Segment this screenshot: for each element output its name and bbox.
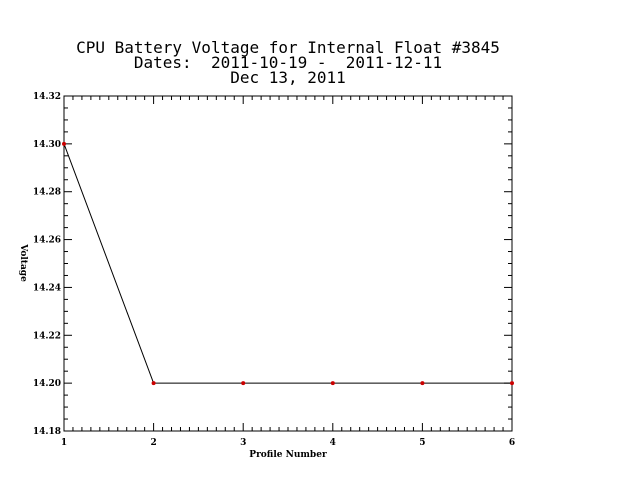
y-axis-ticks: 14.18 14.20 14.22 14.24 14.26 14.28 14.30 14.32 xyxy=(33,92,512,437)
y-tick-label: 14.30 xyxy=(33,140,61,150)
data-point xyxy=(510,381,514,386)
chart-title-line-2: Dates: 2011-10-19 - 2011-12-11 xyxy=(133,53,443,72)
y-tick-label: 14.32 xyxy=(33,92,61,102)
y-axis-label: Voltage xyxy=(18,243,28,282)
y-tick-label: 14.20 xyxy=(33,379,61,389)
series-line xyxy=(63,143,512,384)
y-tick-label: 14.18 xyxy=(33,427,61,437)
y-tick-label: 14.26 xyxy=(33,236,61,246)
x-tick-label: 2 xyxy=(150,438,156,448)
y-tick-label: 14.22 xyxy=(33,331,61,341)
x-tick-label: 4 xyxy=(330,438,336,448)
data-point xyxy=(62,141,66,146)
data-point xyxy=(420,381,425,386)
plot-frame xyxy=(63,95,513,432)
x-axis-label: Profile Number xyxy=(249,450,327,460)
y-tick-label: 14.24 xyxy=(33,283,61,293)
data-point xyxy=(241,381,246,386)
x-tick-label: 1 xyxy=(61,438,67,448)
data-point xyxy=(151,381,156,386)
y-tick-label: 14.28 xyxy=(33,188,61,198)
data-point xyxy=(330,381,335,386)
x-tick-label: 6 xyxy=(509,438,515,448)
x-tick-label: 5 xyxy=(419,438,425,448)
x-axis-ticks: 1 2 3 4 5 6 xyxy=(61,96,515,448)
chart-title-line-3: Dec 13, 2011 xyxy=(230,68,346,87)
chart-title-line-1: CPU Battery Voltage for Internal Float #… xyxy=(76,38,500,57)
series-markers xyxy=(62,141,514,386)
x-tick-label: 3 xyxy=(240,438,246,448)
